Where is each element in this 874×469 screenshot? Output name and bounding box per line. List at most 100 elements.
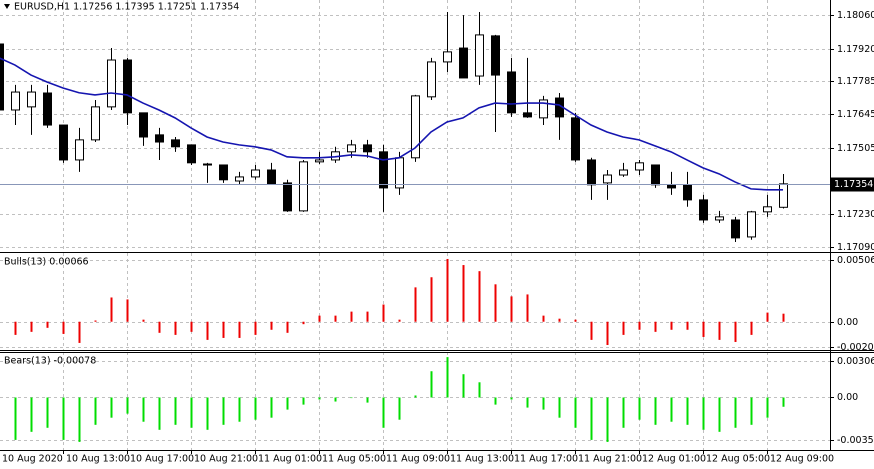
y-tick-label: 1.17230 [837, 209, 874, 220]
y-tick-label: 1.17785 [837, 76, 874, 87]
candle-body [411, 95, 420, 159]
x-tick-label: 10 Aug 13:00 [66, 454, 130, 465]
candle-body [219, 164, 228, 181]
histogram-bar [478, 382, 481, 398]
candle-body [603, 174, 612, 184]
histogram-bar [158, 321, 161, 333]
histogram-bar [174, 321, 177, 335]
candle-body [779, 183, 788, 208]
histogram-bar [766, 312, 769, 322]
histogram-bar [110, 297, 113, 322]
histogram-bar [382, 304, 385, 322]
candle-body [507, 71, 516, 114]
histogram-bar [446, 357, 449, 398]
histogram-bar [446, 258, 449, 322]
histogram-bar [622, 397, 625, 428]
histogram-bar [494, 397, 497, 405]
histogram-bar [286, 321, 289, 333]
histogram-bar [302, 397, 305, 405]
current-price-box [831, 177, 874, 192]
histogram-bar [414, 395, 417, 398]
marks-layer [0, 11, 830, 442]
candle-body [475, 34, 484, 77]
histogram-bar [270, 397, 273, 418]
histogram-bar [462, 374, 465, 398]
histogram-bar [542, 397, 545, 410]
x-tick-label: 11 Aug 01:00 [258, 454, 322, 465]
candle-body [75, 139, 84, 161]
histogram-bar [62, 397, 65, 440]
indicator-title: Bears(13) -0.00078 [4, 356, 96, 367]
candle-body [539, 99, 548, 119]
candle-body [715, 216, 724, 221]
histogram-bar [654, 321, 657, 332]
candle-body [667, 184, 676, 189]
histogram-bar [62, 321, 65, 334]
candle-body [363, 144, 372, 153]
histogram-bar [510, 296, 513, 322]
x-tick-label: 12 Aug 05:00 [706, 454, 770, 465]
y-tick-label: 0.00 [837, 392, 858, 403]
candle-body [107, 59, 116, 108]
histogram-bar [78, 321, 81, 343]
histogram-bar [398, 319, 401, 322]
histogram-bar [638, 321, 641, 330]
candle-body [139, 112, 148, 138]
histogram-bar [222, 321, 225, 338]
histogram-bar [46, 321, 49, 328]
histogram-bar [686, 321, 689, 330]
histogram-bar [558, 318, 561, 322]
histogram-bar [142, 397, 145, 422]
histogram-bar [30, 321, 33, 332]
histogram-bar [254, 397, 257, 420]
histogram-bar [430, 277, 433, 322]
histogram-bar [686, 397, 689, 425]
histogram-bar [654, 397, 657, 425]
histogram-bar [590, 321, 593, 340]
x-tick-label: 11 Aug 13:00 [450, 454, 514, 465]
candle-body [619, 169, 628, 176]
histogram-bar [318, 397, 321, 400]
candle-body [251, 169, 260, 178]
y-tick-label: 0.00306 [837, 356, 874, 367]
symbol-menu-icon[interactable] [4, 4, 10, 9]
histogram-bar [94, 320, 97, 322]
histogram-bar [302, 321, 305, 325]
histogram-bar [542, 315, 545, 322]
candle-body [747, 211, 756, 238]
y-tick-label: -0.00206 [837, 342, 874, 353]
histogram-bar [78, 397, 81, 442]
candle-body [523, 112, 532, 118]
x-tick-label: 12 Aug 01:00 [642, 454, 706, 465]
histogram-bar [558, 397, 561, 418]
histogram-bar [606, 321, 609, 346]
histogram-bar [174, 397, 177, 425]
candle-body [11, 91, 20, 111]
y-tick-label: 0.00506 [837, 255, 874, 266]
candle-body [171, 139, 180, 148]
candle-body [283, 182, 292, 212]
histogram-bar [702, 397, 705, 430]
histogram-bar [702, 321, 705, 337]
x-tick-label: 11 Aug 21:00 [578, 454, 642, 465]
candle-body [443, 51, 452, 63]
histogram-bar [510, 397, 513, 400]
current-price-label: 1.17354 [834, 179, 873, 190]
y-tick-label: -0.00354 [837, 435, 874, 446]
histogram-bar [574, 397, 577, 428]
candle-body [427, 61, 436, 98]
histogram-bar [222, 397, 225, 425]
candle-body [379, 151, 388, 189]
candle-body [91, 106, 100, 141]
histogram-bar [526, 397, 529, 408]
candle-body [43, 92, 52, 126]
candle-body [59, 124, 68, 161]
histogram-bar [254, 321, 257, 335]
histogram-bar [110, 397, 113, 418]
histogram-bar [206, 321, 209, 340]
histogram-bar [142, 319, 145, 322]
x-tick-label: 11 Aug 05:00 [322, 454, 386, 465]
x-tick-label: 10 Aug 17:00 [130, 454, 194, 465]
histogram-bar [750, 321, 753, 335]
